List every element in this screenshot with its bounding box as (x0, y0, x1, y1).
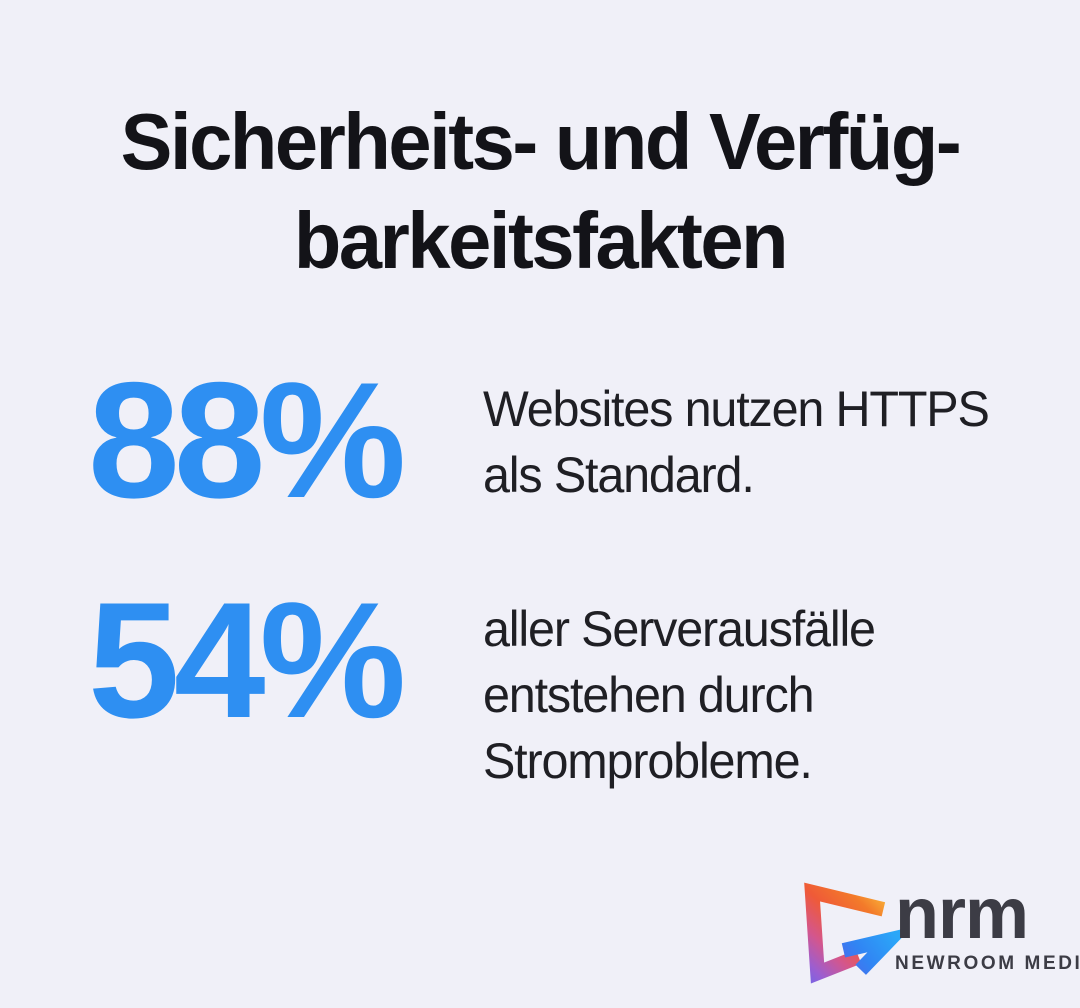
logo-name: nrm (895, 874, 1029, 954)
stat-server-outages-description-line-1: aller Serverausfälle (483, 601, 876, 657)
newroom-media-logo: nrm NEWROOM MEDIA (797, 878, 1080, 986)
page-title-line-2: barkeitsfakten (293, 196, 789, 285)
page-title: Sicherheits- und Verfüg- barkeitsfakten (16, 92, 1064, 290)
stat-server-outages-description: aller Serverausfälle entstehen durch Str… (483, 596, 876, 794)
nrm-logo-icon (804, 882, 905, 984)
logo-subtitle: NEWROOM MEDIA (895, 953, 1080, 974)
stat-server-outages-description-line-2: entstehen durch (483, 667, 815, 723)
stat-https-description-line-1: Websites nutzen HTTPS (483, 381, 990, 437)
stat-server-outages: 54% aller Serverausfälle entstehen durch… (88, 578, 887, 794)
stat-https: 88% Websites nutzen HTTPS als Standard. (88, 358, 1004, 523)
logo-text-block: nrm NEWROOM MEDIA (895, 878, 1080, 974)
stat-https-description-line-2: als Standard. (483, 447, 755, 503)
stat-https-description: Websites nutzen HTTPS als Standard. (483, 376, 990, 508)
stat-server-outages-description-line-3: Stromprobleme. (483, 733, 813, 789)
page-title-line-1: Sicherheits- und Verfüg- (120, 97, 962, 186)
stat-server-outages-value: 54% (88, 568, 406, 752)
stat-https-value: 88% (88, 348, 406, 532)
